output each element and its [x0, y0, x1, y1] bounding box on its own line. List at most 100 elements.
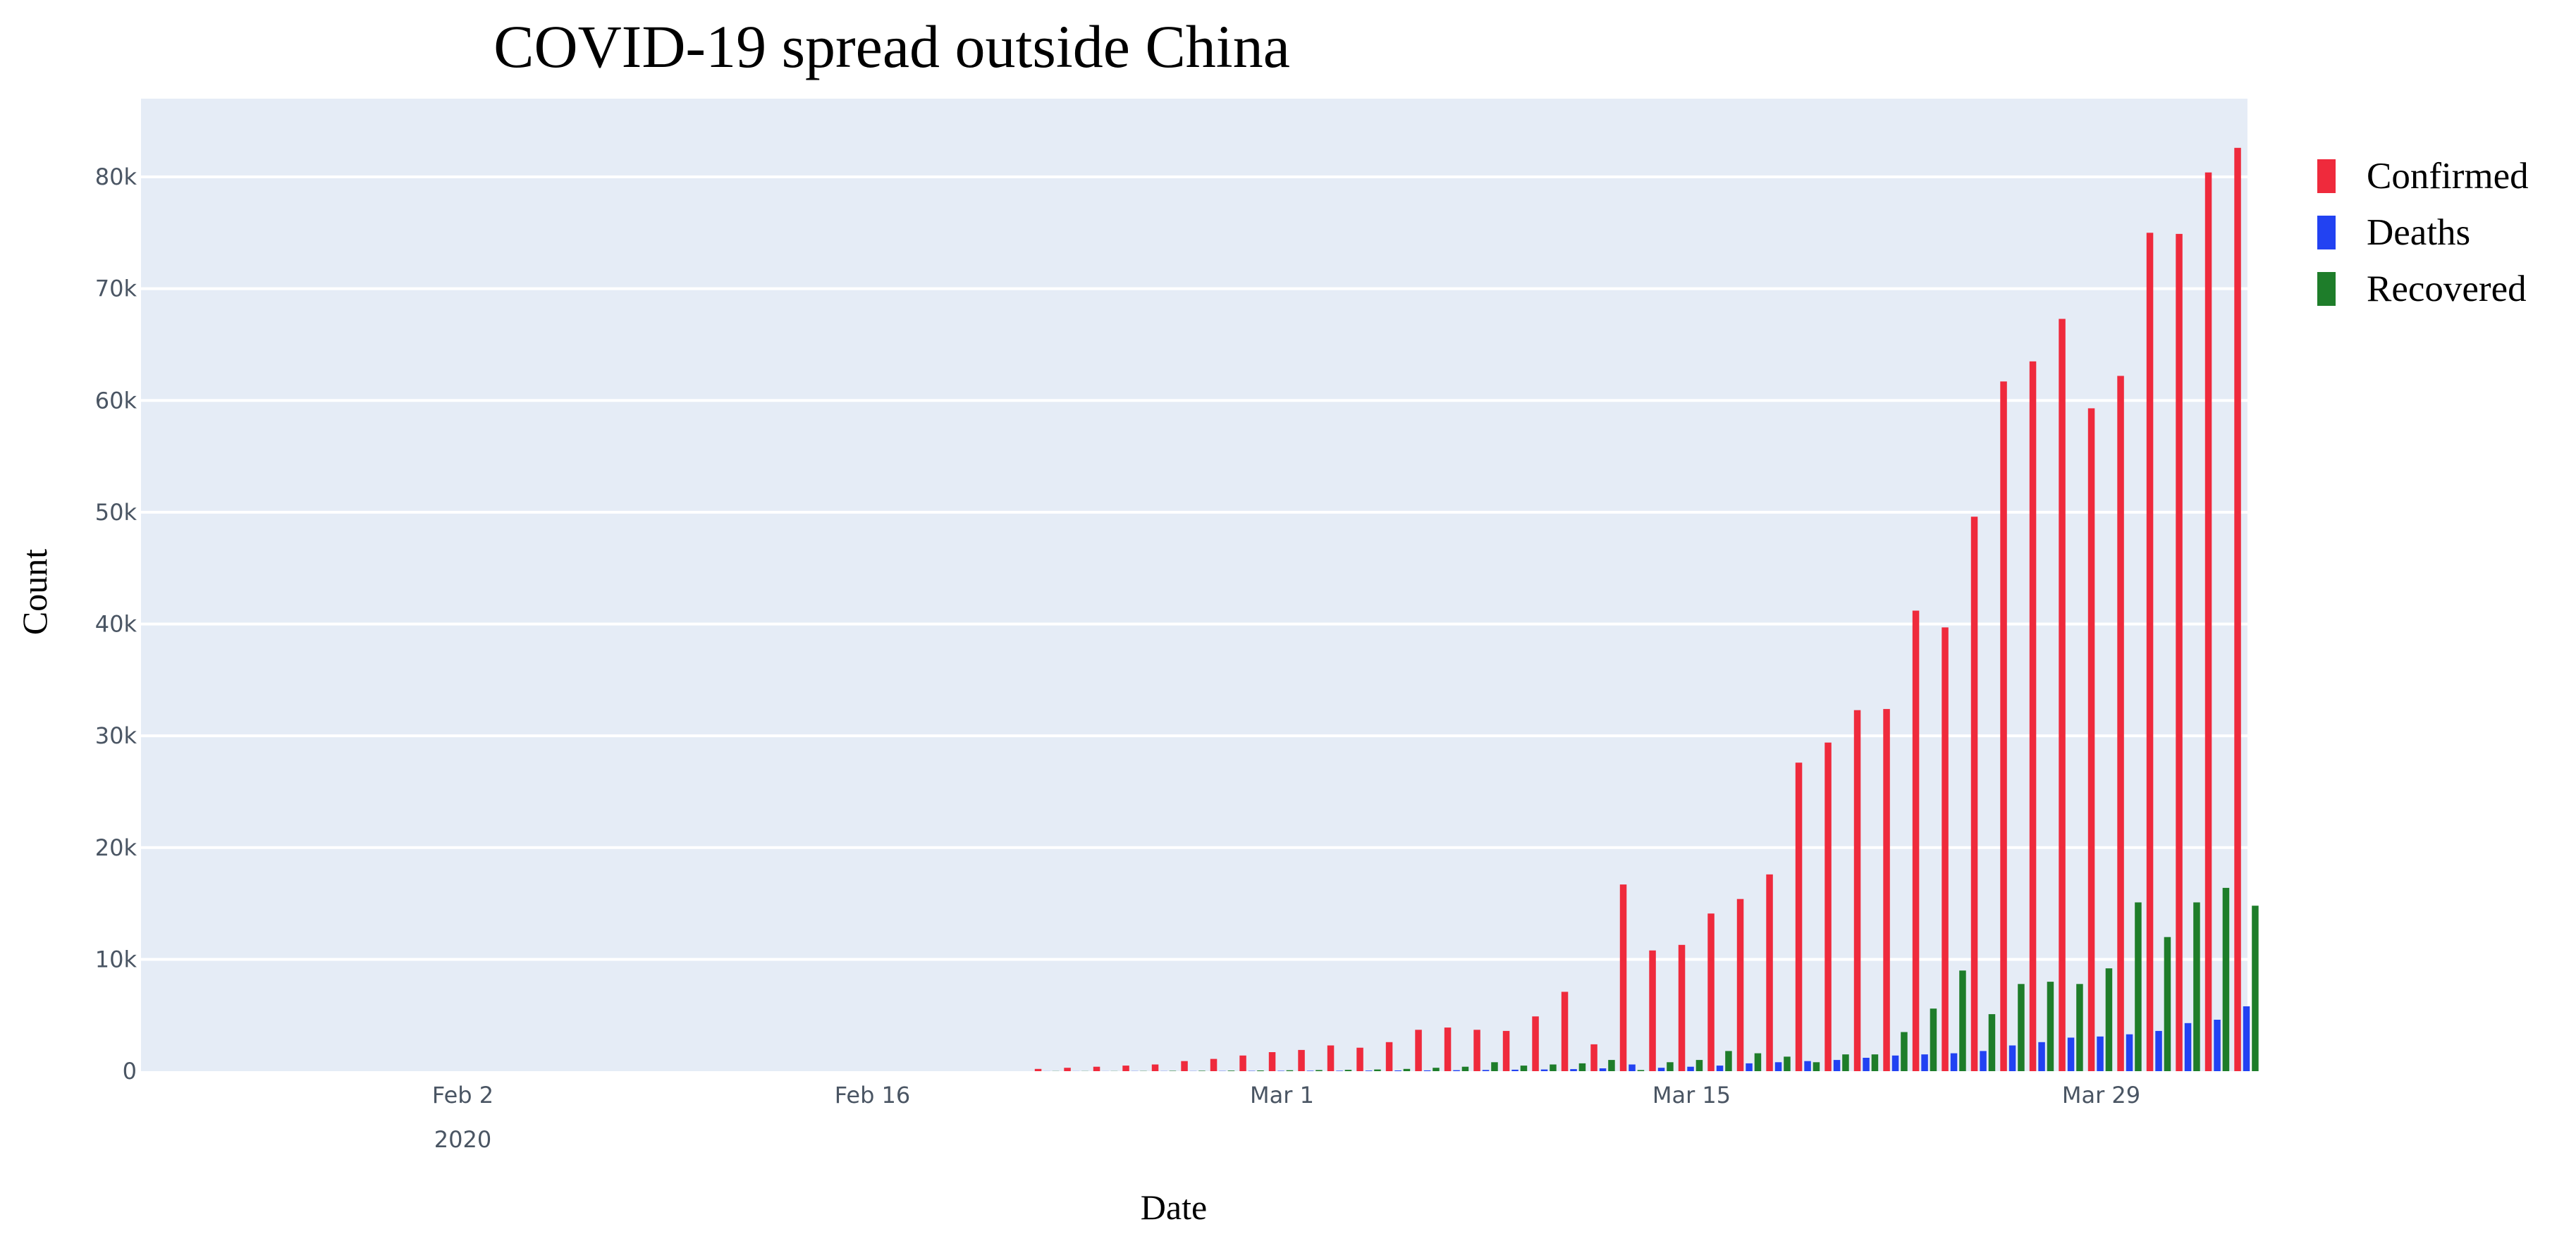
bar-deaths [1716, 1066, 1724, 1071]
bar-recovered [1374, 1069, 1381, 1071]
legend-swatch [2317, 216, 2336, 249]
bar-recovered [2252, 906, 2259, 1071]
bar-confirmed [1385, 1042, 1393, 1071]
bar-recovered [2047, 982, 2054, 1071]
legend-label: Deaths [2367, 212, 2470, 253]
bar-recovered [1813, 1062, 1820, 1071]
bar-recovered [1286, 1070, 1294, 1071]
bar-recovered [1695, 1060, 1703, 1071]
bar-deaths [1511, 1069, 1519, 1071]
bar-deaths [2097, 1036, 2104, 1071]
bar-deaths [1599, 1068, 1607, 1071]
bar-deaths [2243, 1006, 2250, 1071]
bar-deaths [2067, 1037, 2075, 1071]
legend-label: Confirmed [2367, 156, 2529, 197]
bar-recovered [1608, 1060, 1615, 1071]
bar-recovered [1784, 1056, 1791, 1071]
bar-recovered [1637, 1070, 1645, 1071]
bar-recovered [1227, 1070, 1235, 1071]
bar-recovered [1667, 1062, 1674, 1071]
bar-recovered [1491, 1062, 1498, 1071]
bar-deaths [1423, 1070, 1431, 1071]
bar-confirmed [1034, 1068, 1042, 1071]
bar-confirmed [1093, 1066, 1100, 1071]
bar-recovered [1988, 1014, 1996, 1071]
bar-deaths [1453, 1070, 1460, 1071]
bar-confirmed [1853, 710, 1861, 1071]
legend-swatch [2317, 159, 2336, 193]
legend: Confirmed Deaths Recovered [2317, 156, 2529, 309]
bar-deaths [1336, 1070, 1343, 1071]
bar-recovered [1433, 1068, 1440, 1071]
bar-confirmed [1151, 1064, 1159, 1071]
bar-deaths [1365, 1070, 1373, 1071]
bar-deaths [1540, 1069, 1548, 1071]
bar-deaths [1482, 1070, 1490, 1071]
bar-recovered [2076, 984, 2083, 1071]
bar-confirmed [1619, 884, 1627, 1071]
bar-confirmed [1181, 1061, 1188, 1071]
bar-recovered [1930, 1008, 1937, 1071]
bar-recovered [1550, 1064, 1557, 1071]
bar-deaths [1657, 1068, 1665, 1071]
bar-confirmed [1298, 1049, 1305, 1071]
bar-confirmed [1064, 1068, 1071, 1071]
bar-recovered [1344, 1070, 1352, 1071]
bar-deaths [1980, 1051, 1987, 1071]
gridlines [141, 175, 2247, 961]
x-tick-label: Mar 1 [1250, 1082, 1314, 1109]
chart-title: COVID-19 spread outside China [493, 13, 1290, 80]
y-tick-label: 50k [95, 499, 137, 526]
bar-confirmed [2234, 147, 2241, 1071]
bar-confirmed [2204, 172, 2212, 1072]
bar-confirmed [1942, 627, 1949, 1071]
bar-recovered [1901, 1032, 1908, 1071]
x-tick-label: Feb 16 [835, 1082, 911, 1109]
bar-deaths [1950, 1053, 1958, 1071]
bar-confirmed [2000, 381, 2007, 1071]
legend-label: Recovered [2367, 268, 2527, 309]
bar-deaths [2008, 1045, 2016, 1071]
bar-confirmed [1327, 1045, 1335, 1071]
bar-deaths [2155, 1030, 2162, 1071]
bar-confirmed [1970, 517, 1978, 1071]
bar-deaths [1306, 1070, 1314, 1071]
bar-recovered [2164, 937, 2171, 1071]
bar-deaths [1921, 1054, 1928, 1071]
bar-deaths [1570, 1069, 1577, 1071]
plot-area [141, 99, 2247, 1071]
bar-recovered [1520, 1066, 1528, 1071]
y-axis-ticks: 0 10k 20k 30k 40k 50k 60k 70k 80k [95, 163, 137, 1085]
legend-swatch [2317, 272, 2336, 306]
y-tick-label: 20k [95, 834, 137, 861]
bar-recovered [2222, 887, 2230, 1071]
bar-recovered [2018, 984, 2025, 1071]
bar-recovered [1578, 1063, 1586, 1071]
bar-confirmed [1473, 1030, 1480, 1071]
bar-recovered [1315, 1070, 1323, 1071]
x-tick-label: Mar 29 [2062, 1082, 2140, 1109]
bar-confirmed [1707, 913, 1715, 1071]
bar-confirmed [1795, 762, 1803, 1071]
y-tick-label: 60k [95, 387, 137, 414]
bar-confirmed [1678, 944, 1686, 1071]
bar-deaths [1277, 1070, 1284, 1071]
x-tick-label: Feb 2 [432, 1082, 493, 1109]
bar-confirmed [1239, 1055, 1246, 1071]
bar-confirmed [1268, 1052, 1276, 1071]
y-axis-title: Count [15, 549, 54, 635]
bar-recovered [2105, 968, 2113, 1071]
bar-confirmed [1649, 950, 1656, 1071]
x-axis-title: Date [1141, 1187, 1207, 1227]
y-tick-label: 30k [95, 722, 137, 749]
bar-recovered [2135, 902, 2142, 1071]
bar-confirmed [1444, 1027, 1452, 1071]
y-tick-label: 80k [95, 163, 137, 190]
y-tick-label: 0 [123, 1058, 137, 1085]
x-tick-label: Mar 15 [1652, 1082, 1731, 1109]
bar-deaths [1891, 1055, 1899, 1071]
bar-deaths [2038, 1042, 2045, 1071]
bar-deaths [1746, 1063, 1753, 1071]
bar-deaths [1833, 1060, 1841, 1071]
